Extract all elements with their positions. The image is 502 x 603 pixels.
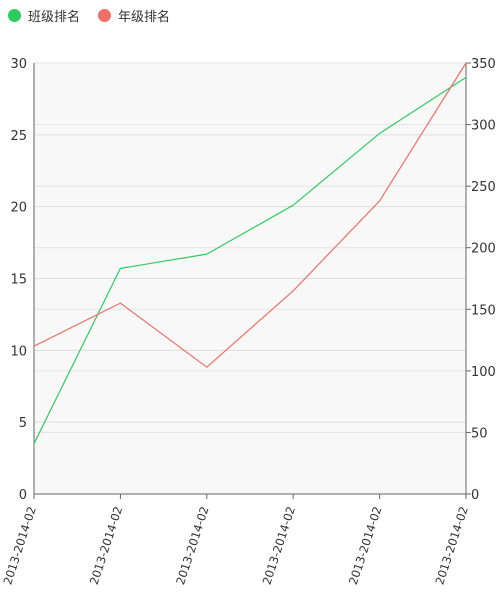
right-tick-label-2: 100 bbox=[471, 365, 496, 380]
x-tick-label-2: 2013-2014-02 bbox=[173, 505, 211, 587]
right-axis-ticks: 0 50 100 150 200 250 300 350 bbox=[466, 57, 496, 503]
right-tick-label-1: 50 bbox=[471, 426, 488, 441]
x-tick-label-3: 2013-2014-02 bbox=[260, 505, 298, 587]
right-tick-label-0: 0 bbox=[471, 488, 479, 503]
right-tick-label-6: 300 bbox=[471, 119, 496, 134]
left-tick-label-6: 30 bbox=[10, 57, 27, 72]
left-tick-label-3: 15 bbox=[10, 273, 27, 288]
right-tick-label-3: 150 bbox=[471, 303, 496, 318]
legend-label-grade-rank: 年级排名 bbox=[118, 10, 171, 25]
x-tick-label-4: 2013-2014-02 bbox=[346, 505, 384, 587]
left-tick-label-4: 20 bbox=[10, 201, 27, 216]
chart-legend: 班级排名 年级排名 bbox=[8, 6, 170, 25]
legend-item-class-rank[interactable]: 班级排名 bbox=[8, 6, 80, 25]
legend-marker-grade-rank bbox=[98, 9, 112, 22]
series-lines bbox=[33, 62, 467, 444]
left-tick-label-5: 25 bbox=[10, 129, 27, 144]
right-tick-label-4: 200 bbox=[471, 242, 496, 257]
left-tick-label-2: 10 bbox=[10, 344, 27, 359]
left-axis-ticks: 0 5 10 15 20 25 30 bbox=[10, 57, 27, 503]
series-line-0 bbox=[33, 76, 467, 444]
legend-marker-class-rank bbox=[8, 9, 21, 22]
legend-label-class-rank: 班级排名 bbox=[28, 10, 81, 25]
x-tick-label-0: 2013-2014-02 bbox=[0, 505, 38, 587]
right-tick-label-5: 250 bbox=[471, 180, 496, 195]
x-tick-label-1: 2013-2014-02 bbox=[87, 505, 125, 587]
left-tick-label-0: 0 bbox=[19, 488, 27, 503]
x-tick-label-5: 2013-2014-02 bbox=[432, 505, 470, 587]
left-tick-label-1: 5 bbox=[19, 416, 27, 431]
right-tick-label-7: 350 bbox=[471, 57, 496, 72]
legend-item-grade-rank[interactable]: 年级排名 bbox=[98, 6, 170, 25]
series-line-1 bbox=[33, 62, 467, 368]
axes bbox=[33, 63, 467, 495]
x-axis-ticks: 2013-2014-02 2013-2014-02 2013-2014-02 2013… bbox=[0, 494, 471, 587]
